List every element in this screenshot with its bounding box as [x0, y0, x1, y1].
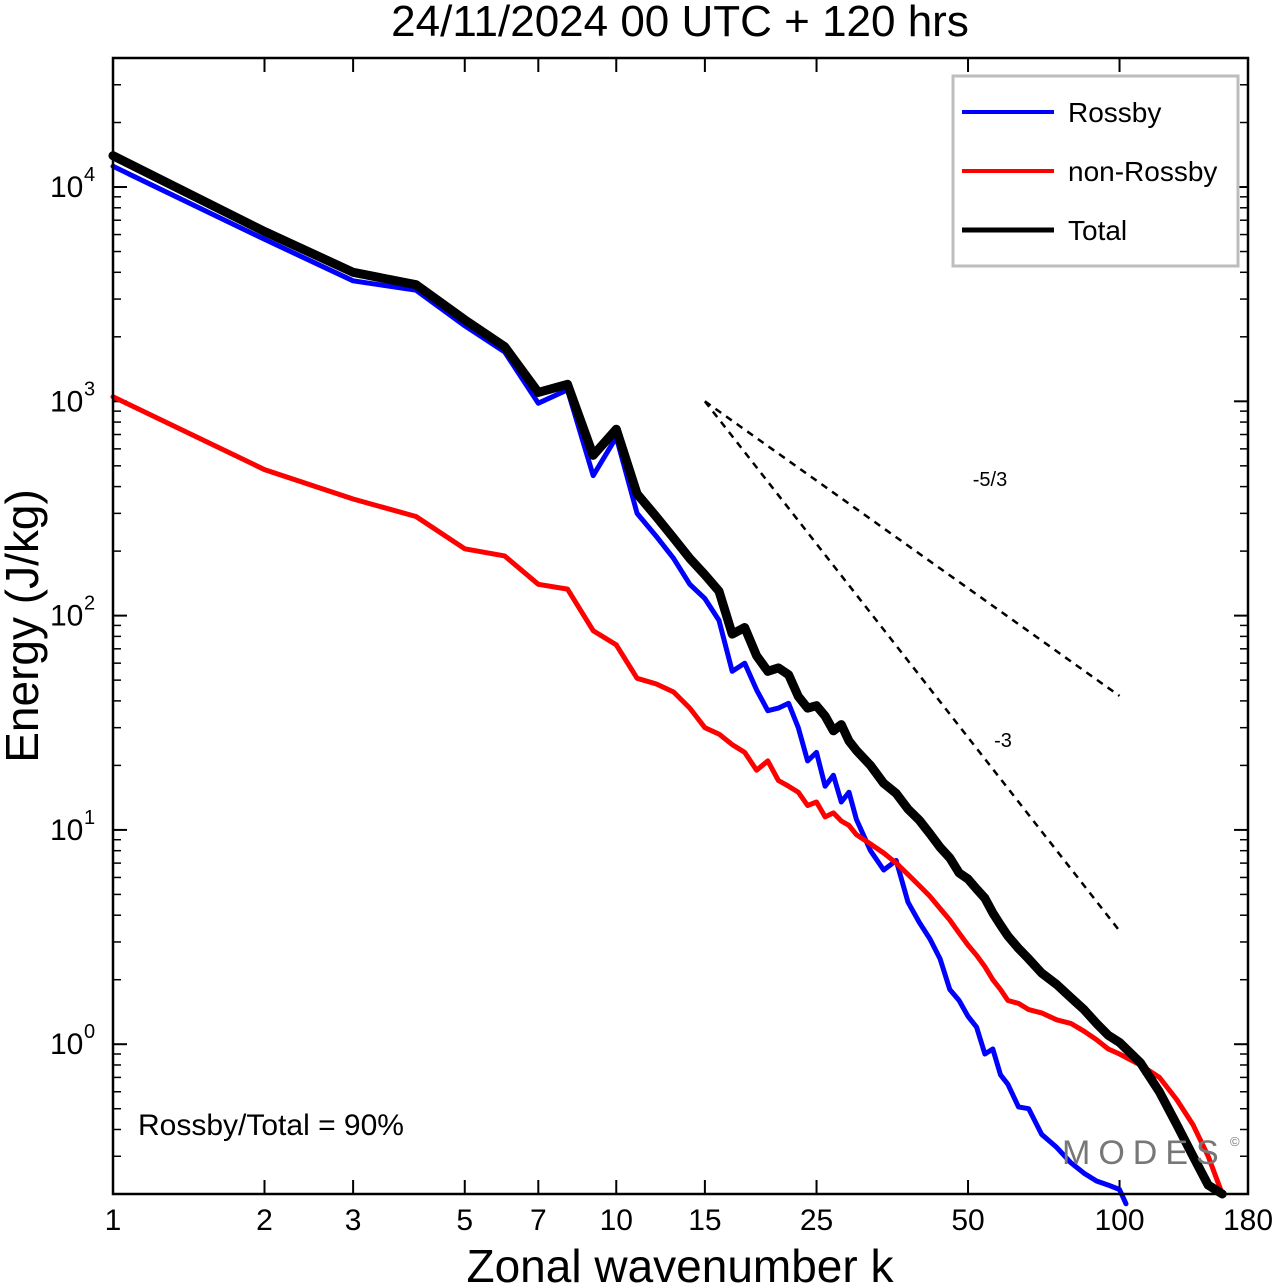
legend: Rossby non-Rossby Total [951, 74, 1240, 268]
y-tick-label: 10 [50, 1028, 83, 1061]
reference-slope-line [703, 400, 1121, 932]
plot-frame [111, 56, 1250, 1196]
x-axis-label: Zonal wavenumber k [467, 1240, 895, 1288]
y-tick-exponent: 1 [84, 807, 95, 829]
y-tick-label: 10 [50, 600, 83, 633]
x-tick-label: 5 [456, 1204, 473, 1237]
watermark-text: MODES [1062, 1134, 1227, 1172]
legend-item-non-rossby: non-Rossby [962, 156, 1217, 187]
total-series-line [108, 151, 1227, 1199]
y-tick-label: 10 [50, 385, 83, 418]
legend-item-rossby: Rossby [962, 97, 1161, 128]
legend-item-total: Total [962, 215, 1127, 246]
axis-ticks-layer [112, 57, 1249, 1195]
modes-watermark: MODES © [1062, 1134, 1240, 1172]
x-tick-label: 180 [1223, 1204, 1273, 1237]
x-tick-label: 25 [800, 1204, 833, 1237]
y-tick-label: 10 [50, 171, 83, 204]
x-tick-label: 15 [688, 1204, 721, 1237]
x-tick-label: 7 [530, 1204, 547, 1237]
y-tick-exponent: 2 [84, 593, 95, 615]
x-tick-label: 100 [1094, 1204, 1144, 1237]
x-tick-label: 2 [256, 1204, 273, 1237]
y-tick-exponent: 0 [84, 1021, 95, 1043]
y-tick-exponent: 4 [84, 164, 95, 186]
reference-lines-layer: -5/3 -3 [703, 400, 1121, 932]
y-tick-label: 10 [50, 814, 83, 847]
x-tick-label: 10 [600, 1204, 633, 1237]
slope-label: -5/3 [973, 469, 1007, 491]
reference-slope-line [704, 400, 1121, 697]
rossby-total-ratio-annotation: Rossby/Total = 90% [138, 1109, 404, 1142]
watermark-copyright-symbol: © [1230, 1134, 1240, 1149]
x-tick-label: 1 [105, 1204, 122, 1237]
y-tick-exponent: 3 [84, 378, 95, 400]
legend-label: Total [1068, 215, 1127, 246]
legend-label: non-Rossby [1068, 156, 1217, 187]
x-tick-label: 50 [951, 1204, 984, 1237]
series-layer [108, 151, 1227, 1207]
non-rossby-series-line [110, 394, 1225, 1197]
rossby-series-line [110, 163, 1129, 1207]
legend-label: Rossby [1068, 97, 1161, 128]
chart-title: 24/11/2024 00 UTC + 120 hrs [391, 0, 969, 46]
x-tick-label: 3 [345, 1204, 362, 1237]
slope-label: -3 [994, 730, 1012, 752]
y-axis-label: Energy (J/kg) [0, 489, 48, 763]
